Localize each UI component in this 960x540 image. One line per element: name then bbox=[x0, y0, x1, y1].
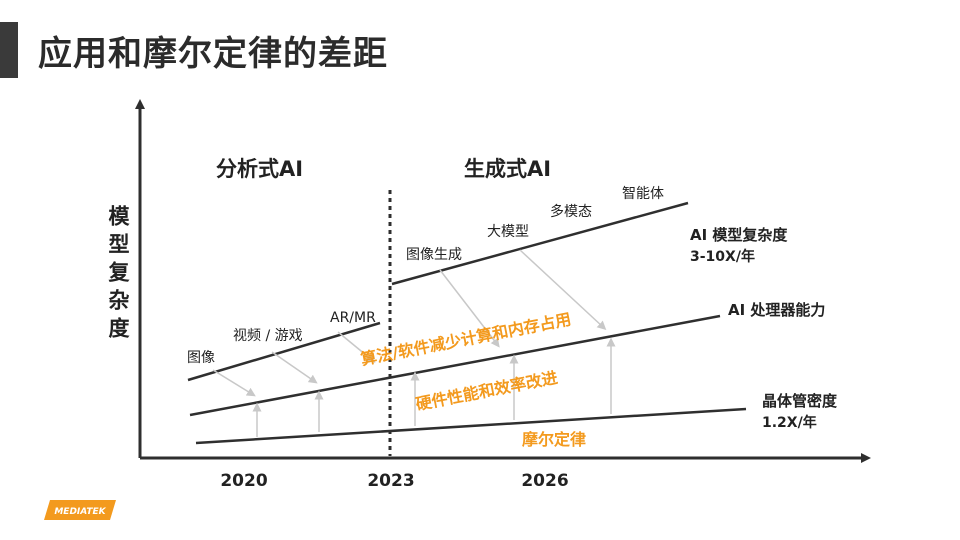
app-label-video-game: 视频 / 游戏 bbox=[233, 328, 303, 344]
label-model-complexity-rate: 3-10X/年 bbox=[690, 248, 755, 265]
label-transistor-rate: 1.2X/年 bbox=[762, 414, 817, 431]
app-label-ar-mr: AR/MR bbox=[330, 310, 376, 326]
era-analytic-ai: 分析式AI bbox=[216, 157, 303, 181]
transistor-density-line bbox=[195, 407, 747, 445]
model-complexity-line-generative bbox=[391, 201, 689, 286]
title-accent-bar bbox=[0, 22, 18, 78]
label-transistor-density: 晶体管密度 bbox=[762, 392, 838, 410]
algorithm-arrow bbox=[519, 249, 607, 331]
year-label-2026: 2026 bbox=[521, 471, 568, 491]
page-title: 应用和摩尔定律的差距 bbox=[38, 34, 388, 74]
model-complexity-line-analytic bbox=[187, 321, 381, 382]
algorithm-arrow bbox=[439, 269, 500, 348]
era-generative-ai: 生成式AI bbox=[464, 157, 551, 181]
mediatek-logo: MEDIATEK bbox=[44, 500, 116, 520]
label-model-complexity: AI 模型复杂度 bbox=[690, 226, 788, 244]
label-hardware-improvement: 硬件性能和效率改进 bbox=[414, 368, 559, 414]
app-label-agent: 智能体 bbox=[622, 186, 664, 202]
label-processor-capability: AI 处理器能力 bbox=[728, 301, 825, 319]
app-label-large-model: 大模型 bbox=[487, 224, 529, 240]
year-label-2023: 2023 bbox=[367, 471, 414, 491]
y-axis-label: 模型复杂度 bbox=[106, 204, 131, 345]
processor-capability-line bbox=[189, 314, 721, 417]
app-label-image-generation: 图像生成 bbox=[406, 247, 462, 263]
year-label-2020: 2020 bbox=[220, 471, 267, 491]
app-label-image: 图像 bbox=[187, 350, 215, 366]
algorithm-arrow bbox=[212, 369, 256, 397]
label-moores-law: 摩尔定律 bbox=[522, 430, 586, 449]
algorithm-arrow bbox=[337, 331, 376, 363]
app-label-multimodal: 多模态 bbox=[550, 203, 592, 220]
algorithm-arrow bbox=[271, 351, 318, 384]
svg-text:MEDIATEK: MEDIATEK bbox=[54, 507, 106, 517]
